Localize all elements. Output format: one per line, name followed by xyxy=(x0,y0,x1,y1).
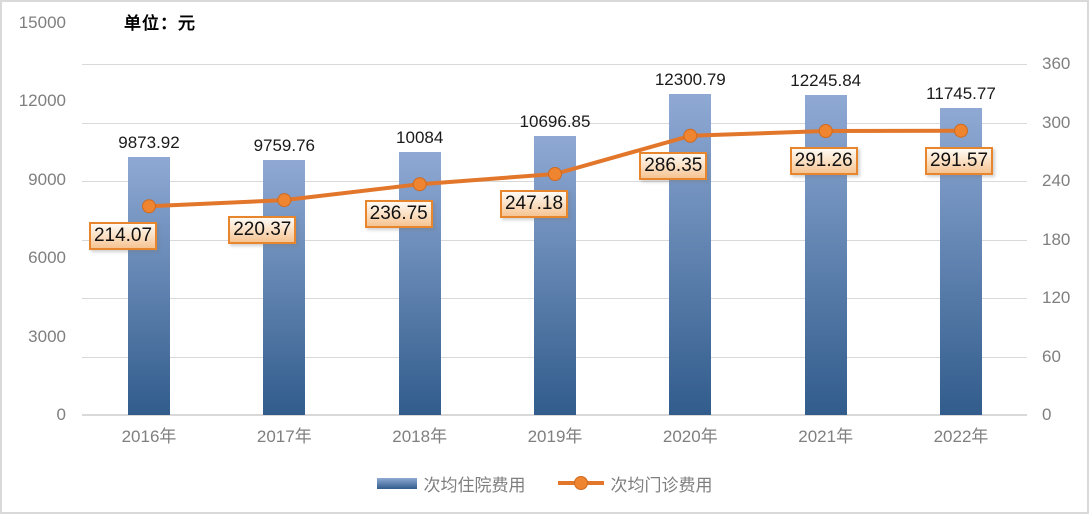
x-axis-category-label: 2018年 xyxy=(392,427,448,446)
legend: 次均住院费用 次均门诊费用 xyxy=(2,470,1087,496)
x-axis-category-label: 2016年 xyxy=(121,427,177,446)
x-axis-line xyxy=(82,414,1027,416)
bar-data-label: 10084 xyxy=(396,127,444,147)
right-axis-tick-label: 360 xyxy=(1042,54,1071,73)
line-dot-swatch-icon xyxy=(557,476,604,490)
x-axis-category-label: 2021年 xyxy=(798,427,854,446)
line-data-label: 291.57 xyxy=(925,146,993,175)
right-axis-tick-label: 240 xyxy=(1042,171,1071,190)
unit-label: 单位：元 xyxy=(124,14,196,33)
gridline xyxy=(82,64,1027,65)
right-axis-tick-label: 0 xyxy=(1042,405,1052,424)
x-axis-category-label: 2019年 xyxy=(527,427,583,446)
line-data-label: 214.07 xyxy=(89,222,157,251)
x-axis-category-label: 2017年 xyxy=(256,427,312,446)
legend-item-line-series: 次均门诊费用 xyxy=(557,471,713,496)
line-data-label: 236.75 xyxy=(364,200,433,229)
bar-2021年 xyxy=(804,95,847,415)
line-data-label: 291.26 xyxy=(789,147,858,175)
line-data-label: 220.37 xyxy=(228,216,297,245)
bar-swatch-icon xyxy=(376,477,417,489)
left-axis-tick-label: 0 xyxy=(56,405,66,424)
bar-data-label: 9759.76 xyxy=(253,135,316,155)
bar-2018年 xyxy=(398,151,441,415)
bar-2020年 xyxy=(669,93,712,415)
left-axis-tick-label: 9000 xyxy=(28,169,66,189)
gridline xyxy=(82,122,1027,124)
x-axis-category-label: 2020年 xyxy=(662,427,718,446)
left-axis-tick-label: 6000 xyxy=(28,248,66,268)
bar-2019年 xyxy=(534,135,576,415)
right-axis-tick-label: 60 xyxy=(1042,346,1061,366)
bar-data-label: 10696.85 xyxy=(519,111,591,131)
legend-label-line-series: 次均门诊费用 xyxy=(610,475,713,495)
bar-data-label: 12245.84 xyxy=(790,71,862,90)
legend-item-bar-series: 次均住院费用 xyxy=(376,471,526,496)
line-data-label: 286.35 xyxy=(639,151,708,180)
left-axis-tick-label: 12000 xyxy=(18,91,66,111)
bar-2016年 xyxy=(128,157,170,415)
bar-data-label: 12300.79 xyxy=(654,69,726,89)
x-axis-category-label: 2022年 xyxy=(933,427,989,446)
bar-data-label: 9873.92 xyxy=(118,133,180,152)
legend-label-bar-series: 次均住院费用 xyxy=(423,475,526,495)
bar-2017年 xyxy=(263,159,306,415)
left-axis-tick-label: 15000 xyxy=(18,13,66,32)
right-axis-tick-label: 300 xyxy=(1042,112,1071,132)
right-axis-tick-label: 120 xyxy=(1042,288,1071,307)
right-axis-tick-label: 180 xyxy=(1042,229,1071,249)
bar-data-label: 11745.77 xyxy=(926,84,996,103)
line-data-label: 247.18 xyxy=(500,190,568,218)
legend-marker-dot-icon xyxy=(573,476,588,490)
left-axis-tick-label: 3000 xyxy=(28,326,66,346)
